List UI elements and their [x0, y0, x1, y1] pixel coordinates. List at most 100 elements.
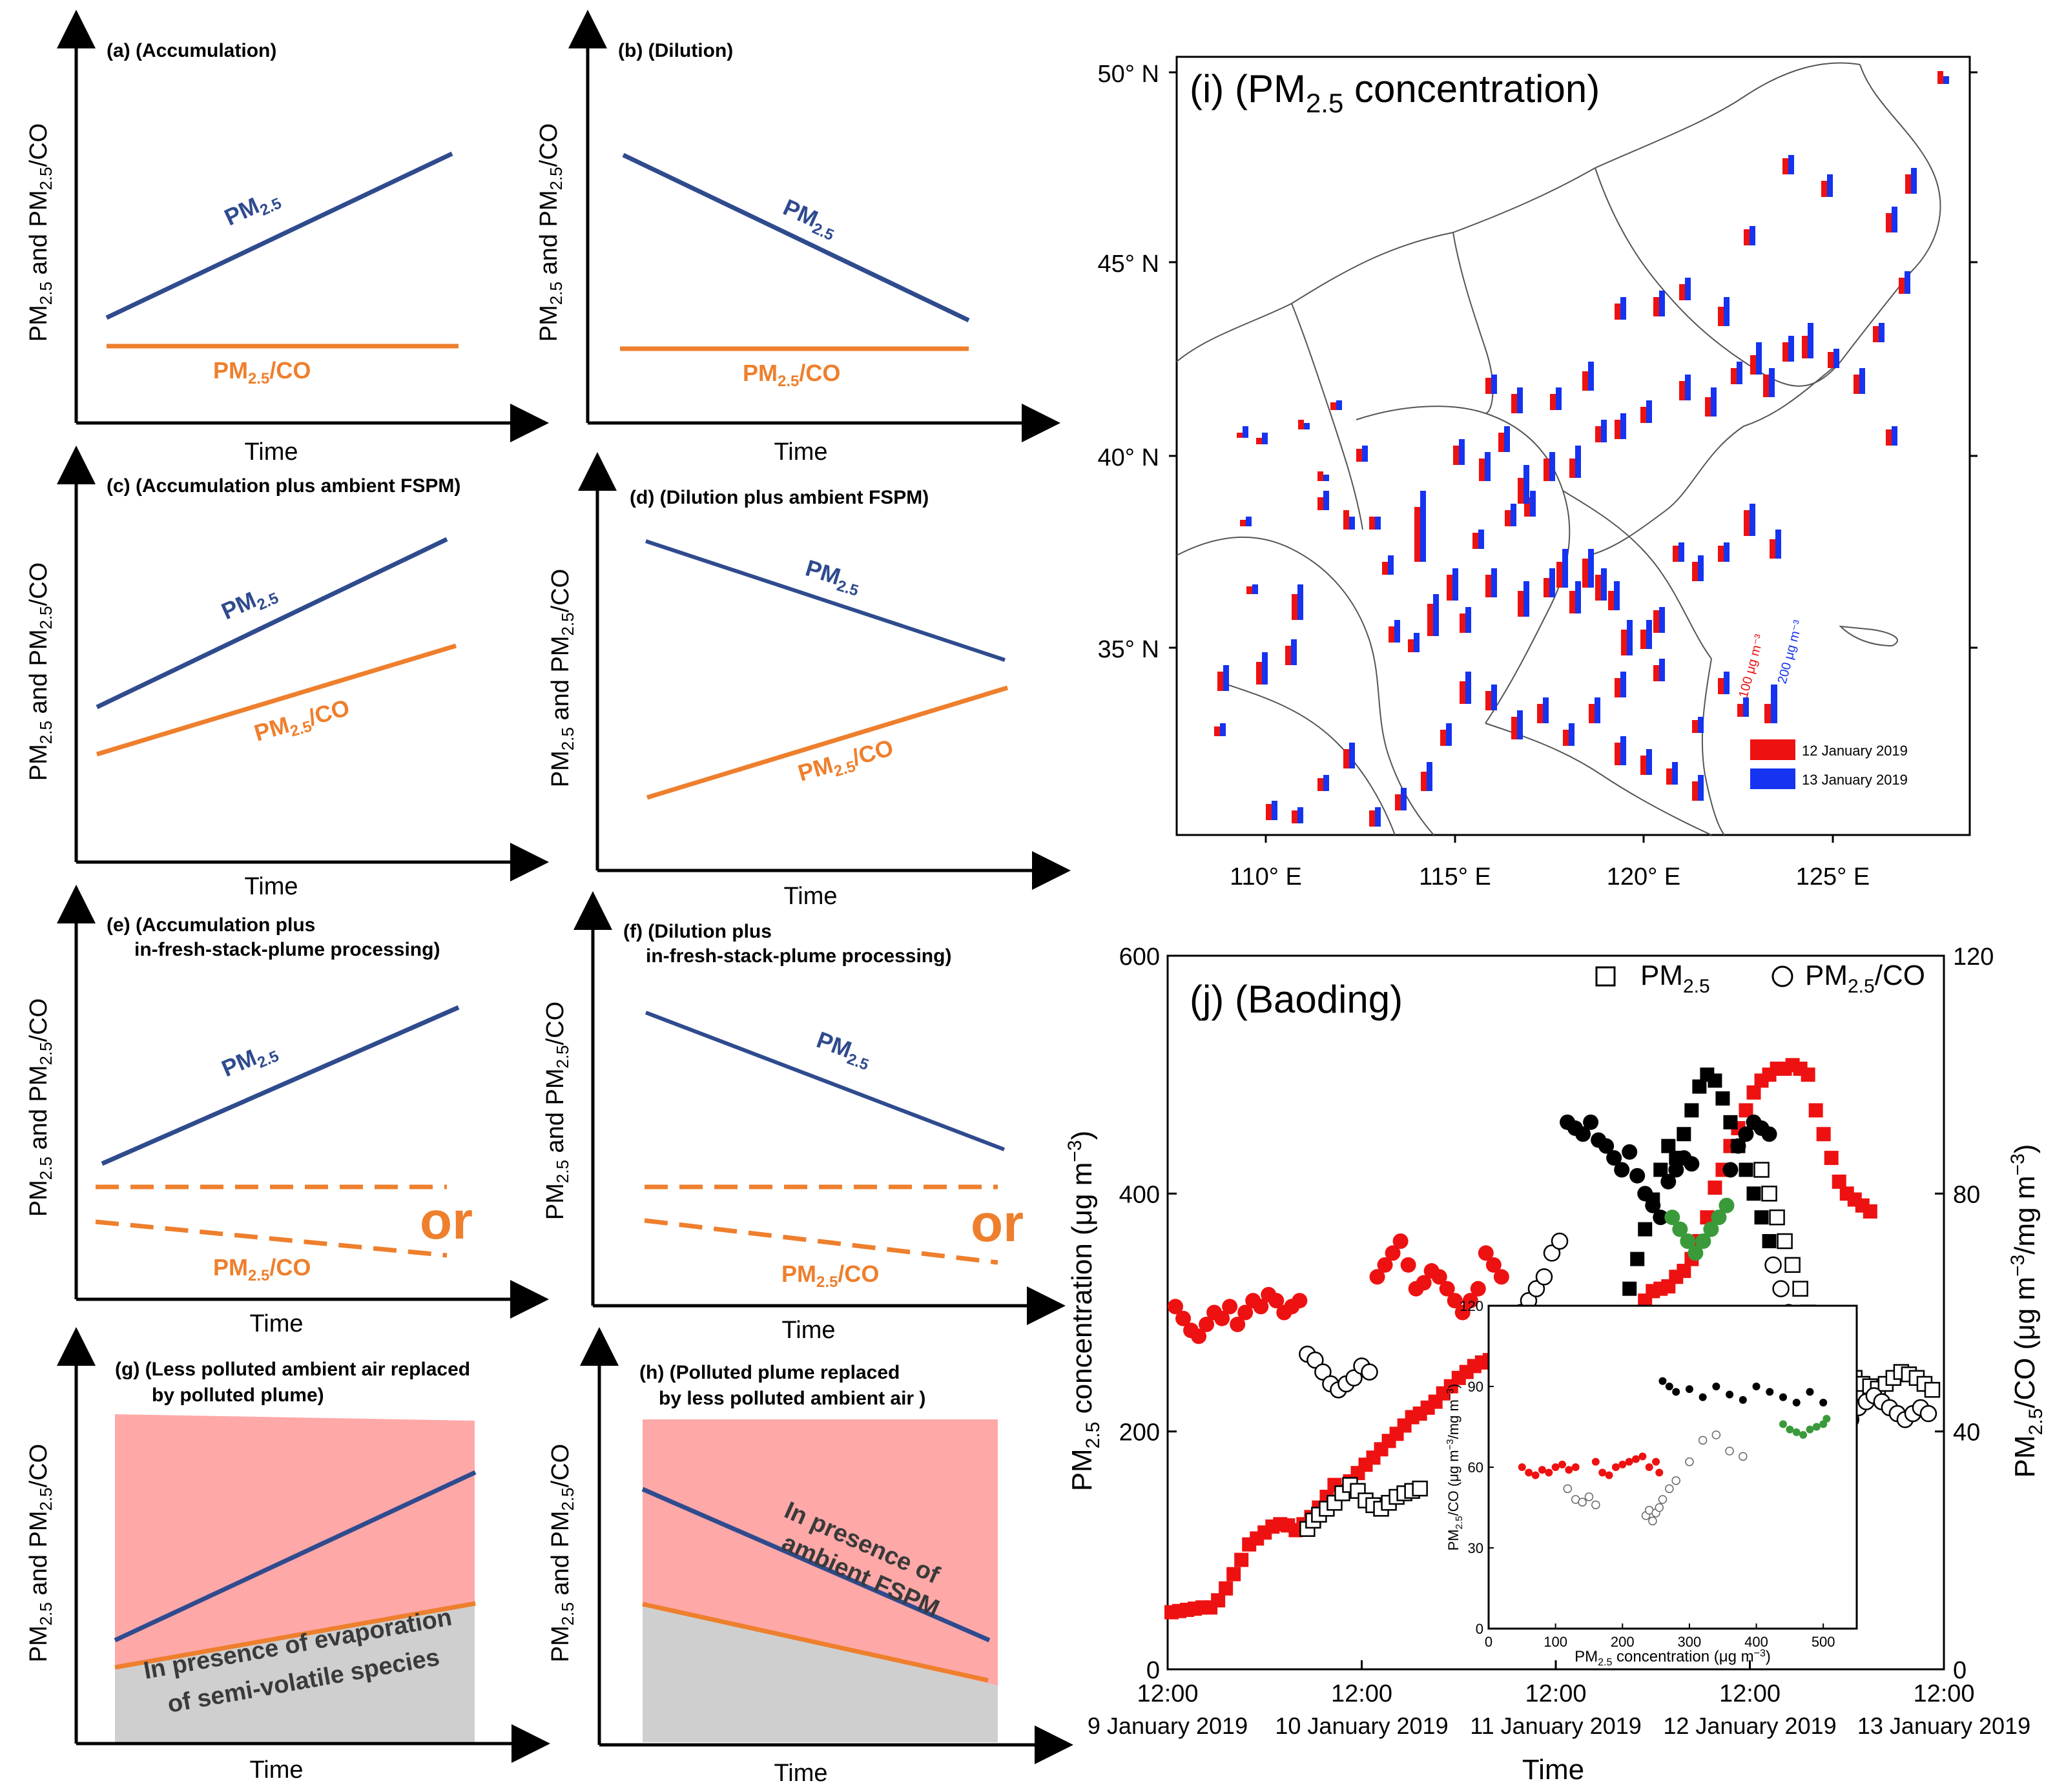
station-bar-13jan	[1614, 581, 1620, 610]
inset-point	[1711, 1430, 1721, 1439]
ratio-point	[1535, 1268, 1553, 1286]
station-bar-13jan	[1336, 400, 1342, 410]
y-label: PM2.5 and PM2.5/CO	[547, 569, 577, 787]
ratio-point	[1772, 1280, 1790, 1297]
pm25-point	[1677, 1264, 1691, 1279]
station-bar-12jan	[1744, 510, 1750, 536]
pm25-point	[1816, 1127, 1831, 1142]
station-bar-13jan	[1724, 542, 1730, 562]
station-bar-12jan	[1356, 449, 1362, 462]
panel-e-title-1: (e) (Accumulation plus	[107, 914, 315, 936]
station-bar-13jan	[1575, 581, 1581, 613]
panel-g-title-1: (g) (Less polluted ambient air replaced	[115, 1359, 470, 1380]
station-bar-13jan	[1646, 749, 1652, 775]
station-bar-13jan	[1678, 542, 1684, 562]
y-label: PM2.5 and PM2.5/CO	[535, 123, 566, 342]
inset-point	[1525, 1468, 1533, 1477]
station-bar-13jan	[1750, 504, 1755, 536]
ratio-line	[642, 1601, 989, 1683]
station-bar-13jan	[1304, 423, 1310, 429]
y-label: PM2.5 and PM2.5/CO	[25, 123, 56, 342]
pm25-point	[1684, 1103, 1699, 1118]
station-bar-12jan	[1485, 575, 1491, 597]
x-tick-label: 12:00	[1525, 1680, 1586, 1707]
station-bar-13jan	[1601, 568, 1607, 601]
y-label: PM2.5 and PM2.5/CO	[25, 998, 56, 1217]
ratio-point	[1416, 1275, 1432, 1291]
inset-point	[1685, 1385, 1693, 1394]
station-bar-13jan	[1491, 375, 1497, 394]
station-bar-12jan	[1718, 678, 1724, 694]
x-tick-date: 11 January 2019	[1470, 1713, 1642, 1739]
inset-point	[1658, 1495, 1668, 1504]
station-bar-12jan	[1582, 559, 1588, 588]
inset-point	[1655, 1503, 1664, 1512]
station-bar-13jan	[1549, 568, 1555, 597]
pm25-point	[1739, 1103, 1753, 1118]
station-bar-12jan	[1589, 704, 1595, 723]
inset-point	[1712, 1383, 1720, 1390]
station-bar-13jan	[1575, 446, 1581, 478]
ambient-area	[115, 1603, 475, 1742]
panel-c-title: (c) (Accumulation plus ambient FSPM)	[107, 475, 460, 497]
lon-tick-120: 120° E	[1607, 863, 1681, 891]
ratio-point	[1345, 1369, 1363, 1387]
station-bar-13jan	[1620, 672, 1626, 697]
station-bar-13jan	[1698, 555, 1704, 581]
chart-ylabel: PM2.5 concentration (μg m−3)	[1064, 1131, 1104, 1492]
lon-tick-115: 115° E	[1419, 863, 1491, 891]
x-tick-label: 12:00	[1137, 1680, 1198, 1707]
station-bar-12jan	[1214, 726, 1220, 736]
y-label: PM2.5 and PM2.5/CO	[542, 1002, 572, 1220]
pm25-point	[1723, 1115, 1738, 1129]
station-bar-13jan	[1452, 568, 1458, 601]
panel-e: (e) (Accumulation plus in-fresh-stack-pl…	[25, 885, 549, 1337]
station-bar-13jan	[1685, 375, 1691, 400]
inset-point	[1665, 1383, 1673, 1390]
inset-point	[1545, 1468, 1553, 1477]
station-bar-13jan	[1252, 584, 1258, 594]
legend-12jan: 12 January 2019	[1802, 743, 1908, 759]
time-label: Time	[244, 873, 298, 900]
ratio-point	[1688, 1245, 1704, 1261]
inset-point	[1598, 1468, 1607, 1477]
inset-point	[1698, 1436, 1708, 1445]
panel-h: (h) (Polluted plume replaced by less pol…	[547, 1327, 1073, 1787]
station-bar-12jan	[1679, 381, 1685, 400]
station-bar-13jan	[1775, 530, 1781, 559]
station-bar-12jan	[1615, 678, 1620, 697]
station-bar-12jan	[1343, 749, 1349, 768]
station-bar-13jan	[1943, 76, 1949, 84]
station-bar-12jan	[1770, 539, 1775, 559]
station-bar-12jan	[1498, 433, 1504, 452]
pm25-point	[1792, 1281, 1808, 1297]
inset-point	[1611, 1463, 1620, 1471]
station-bar-13jan	[1375, 807, 1381, 827]
station-bar-13jan	[1323, 775, 1329, 791]
pm25-point	[1754, 1210, 1769, 1225]
time-label: Time	[249, 1756, 303, 1784]
station-bar-13jan	[1569, 723, 1575, 746]
ratio-point	[1668, 1162, 1684, 1178]
station-bar-13jan	[1808, 323, 1813, 358]
panel-b: (b) (Dilution) PM2.5 PM2.5/CO Time PM2.5…	[535, 10, 1060, 466]
inset-point	[1563, 1484, 1573, 1494]
station-bar-12jan	[1744, 229, 1750, 245]
panel-f-title-1: (f) (Dilution plus	[623, 921, 772, 942]
inset-point	[1618, 1460, 1627, 1468]
ratio-point	[1392, 1233, 1409, 1249]
station-bar-12jan	[1537, 704, 1543, 723]
station-bar-12jan	[1556, 562, 1562, 588]
station-bar-13jan	[1562, 549, 1568, 588]
station-bar-13jan	[1646, 620, 1652, 649]
ratio-point	[1738, 1126, 1754, 1142]
chart-title: (j) (Baoding)	[1190, 978, 1403, 1021]
station-bar-13jan	[1349, 743, 1355, 768]
inset-point	[1605, 1471, 1613, 1479]
inset-point	[1806, 1388, 1814, 1396]
station-bar-13jan	[1737, 362, 1742, 384]
station-bar-12jan	[1524, 497, 1530, 517]
lat-tick-50: 50° N	[1098, 61, 1159, 88]
